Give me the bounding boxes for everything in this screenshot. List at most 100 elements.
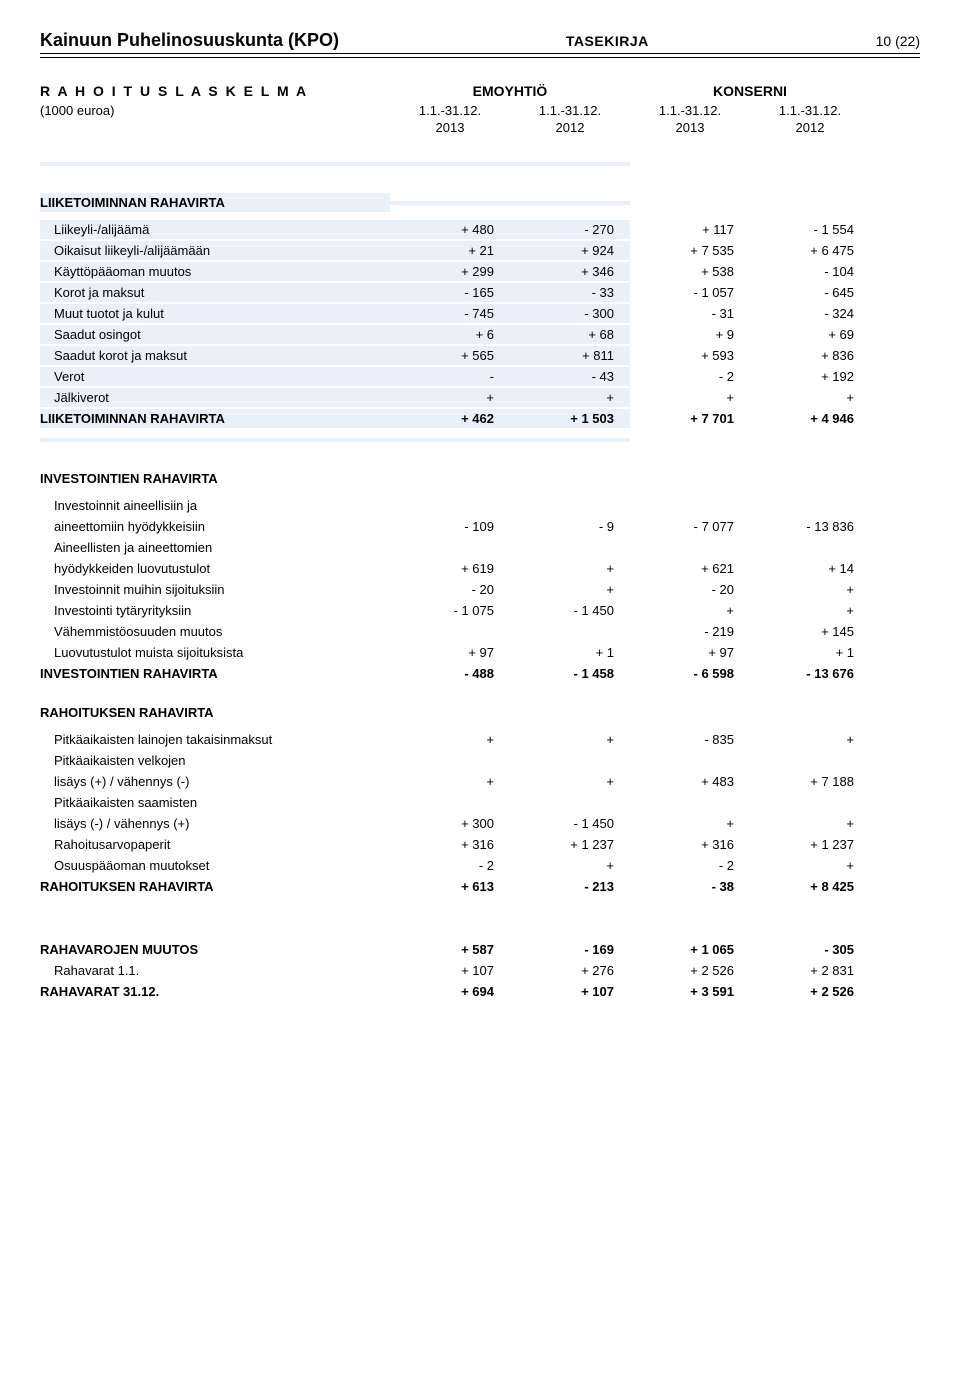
row-value: + 694 bbox=[390, 982, 510, 1001]
spacer bbox=[390, 438, 510, 442]
year-row-spacer bbox=[40, 120, 390, 135]
table-row: Korot ja maksut- 165- 33- 1 057- 645 bbox=[40, 282, 920, 303]
section-title: RAHOITUKSEN RAHAVIRTA bbox=[40, 703, 390, 722]
row-label: Aineellisten ja aineettomien bbox=[40, 538, 390, 557]
row-value: + bbox=[630, 814, 750, 833]
table-row: Käyttöpääoman muutos+ 299+ 346+ 538- 104 bbox=[40, 261, 920, 282]
row-label: Verot bbox=[40, 367, 390, 386]
row-value: - 1 458 bbox=[510, 664, 630, 683]
row-value: + 483 bbox=[630, 772, 750, 791]
row-label: Pitkäaikaisten saamisten bbox=[40, 793, 390, 812]
row-value: - 645 bbox=[750, 283, 870, 302]
row-value bbox=[630, 504, 750, 508]
row-label: Luovutustulot muista sijoituksista bbox=[40, 643, 390, 662]
row-value bbox=[390, 546, 510, 550]
row-value: + 9 bbox=[630, 325, 750, 344]
row-value: + 462 bbox=[390, 409, 510, 428]
table-row: Pitkäaikaisten saamisten bbox=[40, 792, 920, 813]
table-row: Saadut korot ja maksut+ 565+ 811+ 593+ 8… bbox=[40, 345, 920, 366]
row-value bbox=[630, 546, 750, 550]
row-value: + 1 bbox=[750, 643, 870, 662]
spacer bbox=[40, 906, 390, 910]
row-value: + 69 bbox=[750, 325, 870, 344]
row-value: + 21 bbox=[390, 241, 510, 260]
row-value: + 68 bbox=[510, 325, 630, 344]
spacer-row bbox=[40, 429, 920, 450]
row-value: + 1 237 bbox=[510, 835, 630, 854]
row-label: Korot ja maksut bbox=[40, 283, 390, 302]
row-value bbox=[750, 201, 870, 205]
table-row: Oikaisut liikeyli-/alijäämään+ 21+ 924+ … bbox=[40, 240, 920, 261]
table-row: lisäys (-) / vähennys (+)+ 300- 1 450++ bbox=[40, 813, 920, 834]
row-value: + 613 bbox=[390, 877, 510, 896]
row-value: - 169 bbox=[510, 940, 630, 959]
row-label: RAHOITUKSEN RAHAVIRTA bbox=[40, 877, 390, 896]
table-row: Saadut osingot+ 6+ 68+ 9+ 69 bbox=[40, 324, 920, 345]
row-value: + 14 bbox=[750, 559, 870, 578]
row-value: + bbox=[390, 388, 510, 407]
row-value: + 3 591 bbox=[630, 982, 750, 1001]
table-row: LIIKETOIMINNAN RAHAVIRTA+ 462+ 1 503+ 7 … bbox=[40, 408, 920, 429]
row-value bbox=[510, 201, 630, 205]
row-value bbox=[630, 759, 750, 763]
row-label: Rahavarat 1.1. bbox=[40, 961, 390, 980]
row-label: Investointi tytäryrityksiin bbox=[40, 601, 390, 620]
spacer bbox=[390, 162, 510, 166]
row-value bbox=[510, 801, 630, 805]
row-value: + 538 bbox=[630, 262, 750, 281]
row-value: + 192 bbox=[750, 367, 870, 386]
row-value: + 316 bbox=[390, 835, 510, 854]
spacer bbox=[510, 438, 630, 442]
col-group-konserni: KONSERNI bbox=[630, 83, 870, 99]
row-label: Oikaisut liikeyli-/alijäämään bbox=[40, 241, 390, 260]
year-col-3: 2013 bbox=[630, 120, 750, 135]
row-label: INVESTOINTIEN RAHAVIRTA bbox=[40, 664, 390, 683]
table-row: lisäys (+) / vähennys (-)+++ 483+ 7 188 bbox=[40, 771, 920, 792]
row-label: Osuuspääoman muutokset bbox=[40, 856, 390, 875]
row-value: + bbox=[390, 772, 510, 791]
row-value: + 107 bbox=[510, 982, 630, 1001]
table-row: RAHAVAROJEN MUUTOS+ 587- 169+ 1 065- 305 bbox=[40, 939, 920, 960]
row-label: Investoinnit muihin sijoituksiin bbox=[40, 580, 390, 599]
row-value bbox=[390, 201, 510, 205]
row-value: - 1 057 bbox=[630, 283, 750, 302]
row-value bbox=[390, 504, 510, 508]
table-row: Investoinnit aineellisiin ja bbox=[40, 495, 920, 516]
row-value bbox=[390, 801, 510, 805]
row-value: - 835 bbox=[630, 730, 750, 749]
table-row: Investointi tytäryrityksiin- 1 075- 1 45… bbox=[40, 600, 920, 621]
row-value: + bbox=[510, 730, 630, 749]
row-value: + 7 701 bbox=[630, 409, 750, 428]
table-row: Jälkiverot++++ bbox=[40, 387, 920, 408]
spacer bbox=[390, 906, 510, 910]
row-value: + 299 bbox=[390, 262, 510, 281]
row-value: - 1 450 bbox=[510, 601, 630, 620]
table-row: INVESTOINTIEN RAHAVIRTA- 488- 1 458- 6 5… bbox=[40, 663, 920, 684]
row-value: - 31 bbox=[630, 304, 750, 323]
row-value: - 33 bbox=[510, 283, 630, 302]
row-value: + bbox=[630, 601, 750, 620]
period-col-3: 1.1.-31.12. bbox=[630, 103, 750, 118]
row-value: + 8 425 bbox=[750, 877, 870, 896]
section-title-row: RAHOITUKSEN RAHAVIRTA bbox=[40, 702, 920, 723]
col-group-parent: EMOYHTIÖ bbox=[390, 83, 630, 99]
row-value: + 7 535 bbox=[630, 241, 750, 260]
doc-type: TASEKIRJA bbox=[566, 33, 649, 49]
row-value: + 2 831 bbox=[750, 961, 870, 980]
row-value bbox=[510, 711, 630, 715]
row-value: - 6 598 bbox=[630, 664, 750, 683]
row-value: - 213 bbox=[510, 877, 630, 896]
row-value: - 745 bbox=[390, 304, 510, 323]
statement-title: R A H O I T U S L A S K E L M A bbox=[40, 83, 390, 99]
period-col-2: 1.1.-31.12. bbox=[510, 103, 630, 118]
row-value: + bbox=[510, 388, 630, 407]
year-col-4: 2012 bbox=[750, 120, 870, 135]
spacer bbox=[510, 906, 630, 910]
row-value: + bbox=[750, 601, 870, 620]
row-value bbox=[510, 630, 630, 634]
row-value: + 836 bbox=[750, 346, 870, 365]
row-value: + bbox=[510, 856, 630, 875]
row-value bbox=[390, 630, 510, 634]
spacer-row bbox=[40, 897, 920, 918]
row-value: + 97 bbox=[630, 643, 750, 662]
